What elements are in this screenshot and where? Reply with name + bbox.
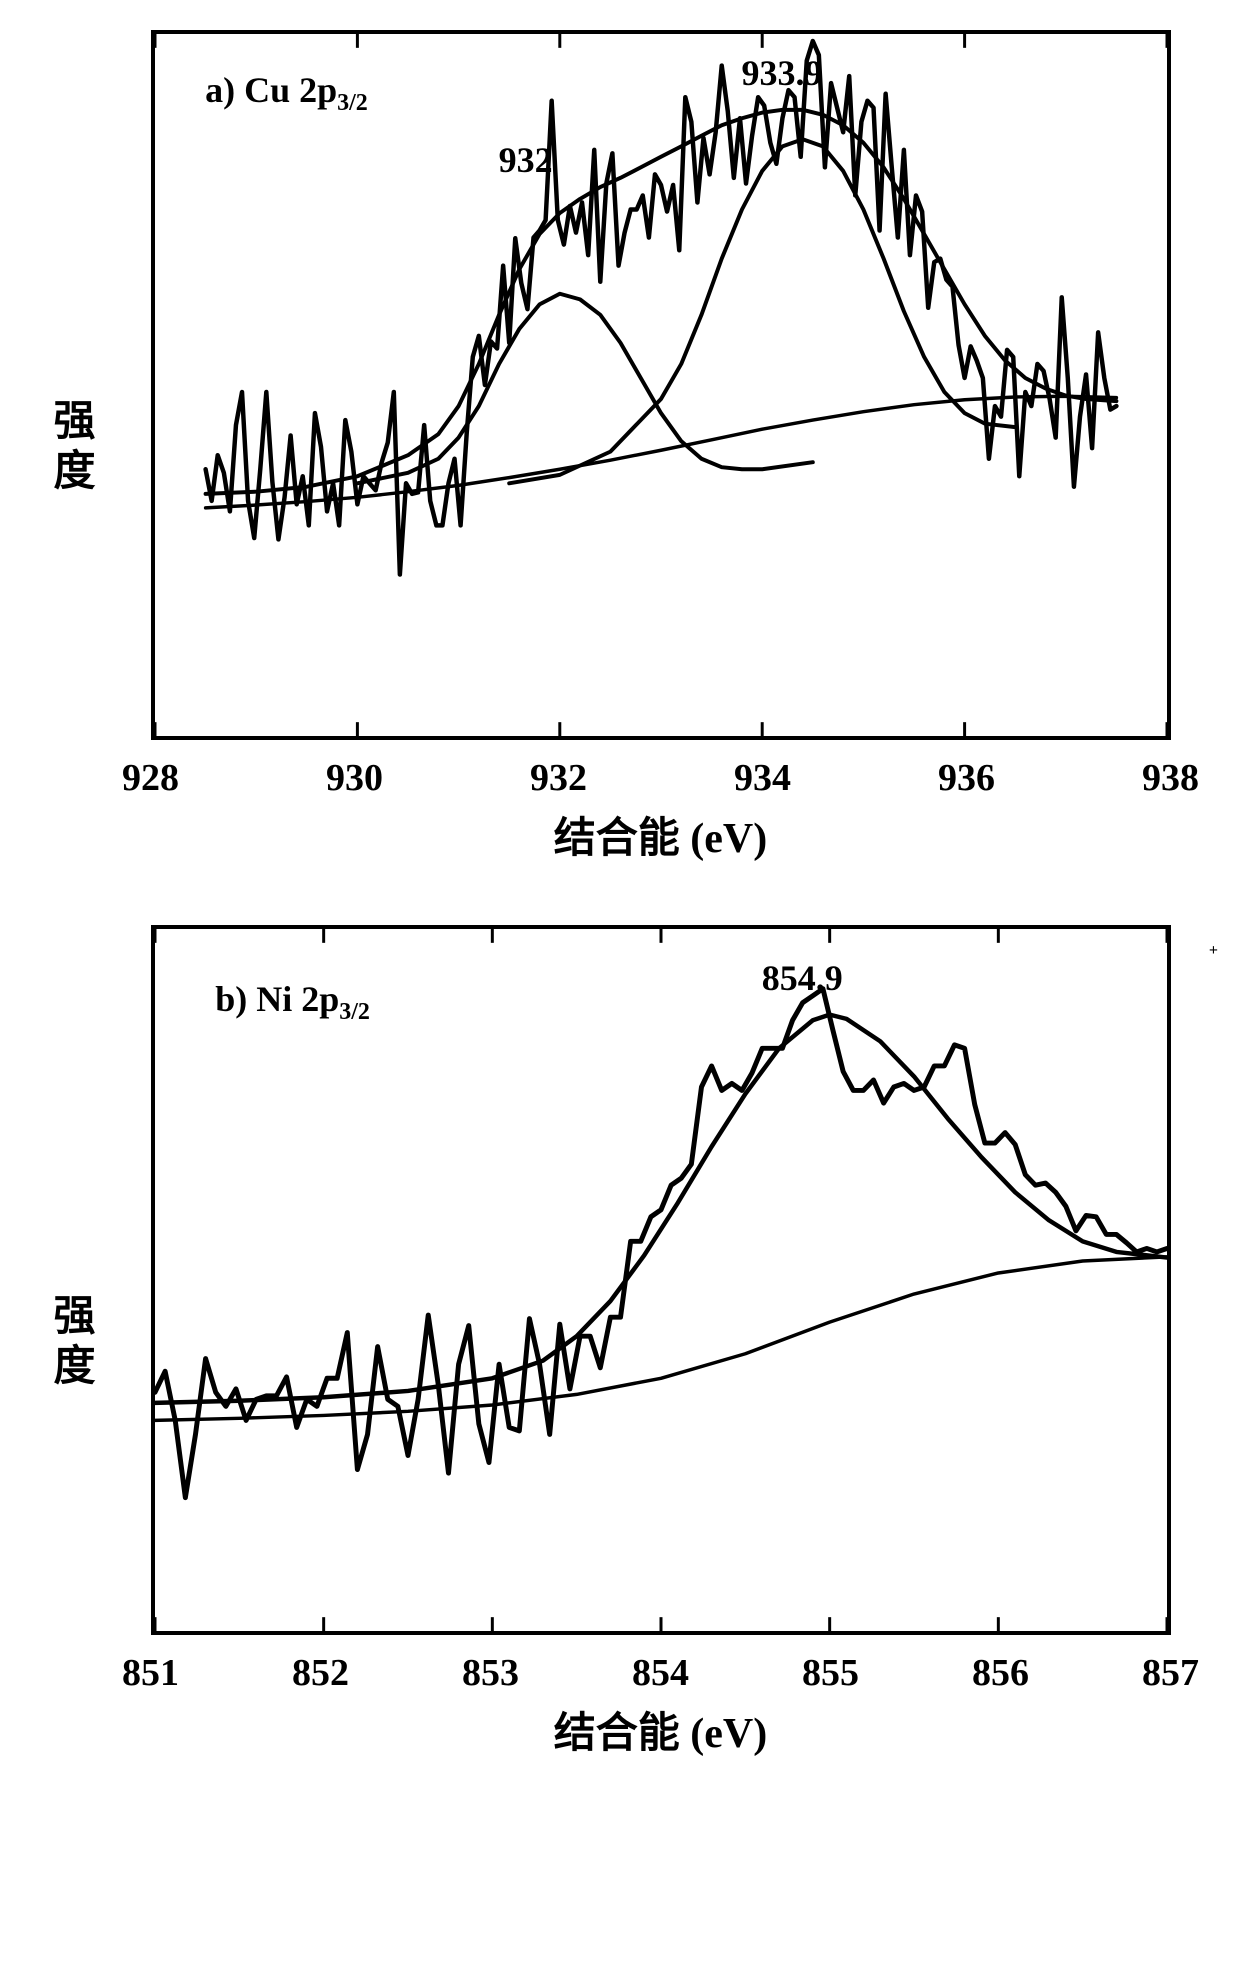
x-tick-label: 853 [462,1651,519,1695]
chart-b-xlabel-text: 结合能 [554,1711,680,1757]
x-tick-label: 851 [122,1651,179,1695]
panel-b-sub: 3/2 [339,999,370,1025]
x-tick-label: 855 [802,1651,859,1695]
panel-a-text: a) Cu 2p [205,70,337,110]
chart-a-box: a) Cu 2p3/2 933.9 932 [151,30,1171,740]
x-tick-label: 936 [938,756,995,800]
chart-a-xlabel: 结合能 (eV) [554,804,767,865]
chart-b-ylabel: 强度 [40,1293,101,1393]
chart-b-svg [155,929,1167,1631]
chart-b-xlabel: 结合能 (eV) [554,1699,767,1760]
chart-a-wrapper: 强度 a) Cu 2p3/2 933.9 932 928 930 932 934 936 9… [40,30,1200,865]
peak-label: 854.9 [762,957,843,999]
x-tick-label: 934 [734,756,791,800]
chart-b-panel-label: b) Ni 2p3/2 [215,978,370,1026]
x-tick-label: 938 [1142,756,1199,800]
x-tick-label: 857 [1142,1651,1199,1695]
chart-a-svg [155,34,1167,736]
chart-b-xlabel-unit: (eV) [690,1711,767,1757]
figure-container: 强度 a) Cu 2p3/2 933.9932 9289309329349369… [40,30,1200,1760]
panel-a-sub: 3/2 [337,90,368,116]
chart-a-ylabel: 强度 [40,398,101,498]
x-tick-label: 856 [972,1651,1029,1695]
chart-a-xlabel-text: 结合能 [554,816,680,862]
x-tick-label: 928 [122,756,179,800]
chart-a-panel-label: a) Cu 2p3/2 [205,69,368,117]
plus-marker: + [1209,942,1218,960]
panel-b-text: b) Ni 2p [215,979,339,1019]
x-tick-label: 930 [326,756,383,800]
chart-a-column: a) Cu 2p3/2 933.9932 928930932934936938 … [121,30,1200,865]
peak-label: 932 [499,139,553,181]
x-tick-label: 932 [530,756,587,800]
chart-b-box: b) Ni 2p3/2 854.9 [151,925,1171,1635]
chart-b-column: b) Ni 2p3/2 854.9 851852853854855856857 … [121,925,1200,1760]
peak-label: 933.9 [741,52,822,94]
chart-b-wrapper: 强度 b) Ni 2p3/2 854.9 851 852 853 854 855 856 8… [40,925,1200,1760]
x-tick-label: 852 [292,1651,349,1695]
chart-a-xlabel-unit: (eV) [690,816,767,862]
x-tick-label: 854 [632,1651,689,1695]
